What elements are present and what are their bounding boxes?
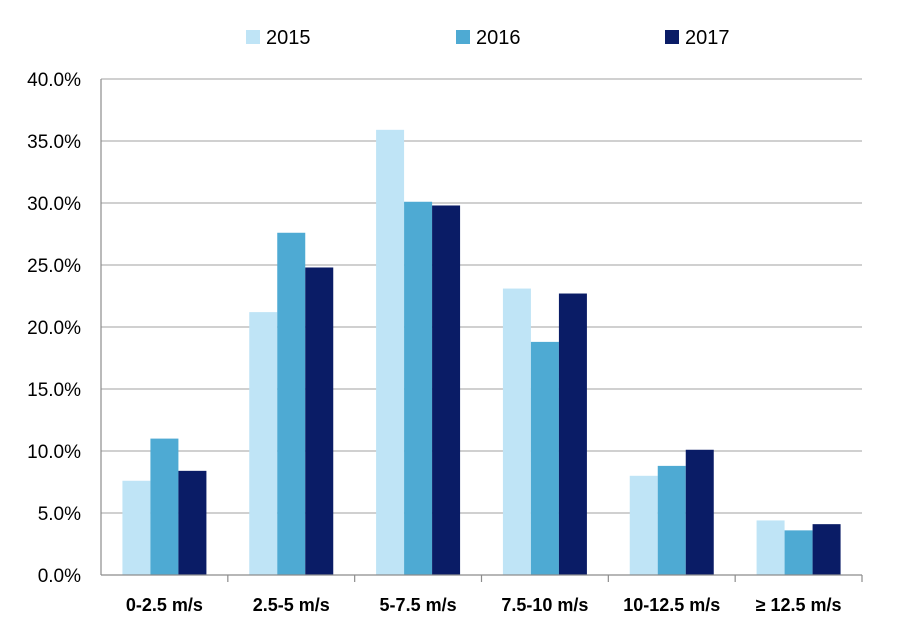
bar-2016 [404,201,433,575]
bar-2017 [558,293,587,575]
y-tick-label: 30.0% [27,194,81,215]
x-tick-label: 5-7.5 m/s [380,595,457,615]
bar-2016 [657,465,686,575]
bar-2017 [685,449,714,575]
gridlines [101,78,862,514]
bar-2015 [756,520,785,575]
y-tick-label: 25.0% [27,256,81,277]
x-tick-label: 2.5-5 m/s [253,595,330,615]
y-tick-label: 40.0% [27,70,81,91]
bar-2015 [376,129,405,575]
bar-2015 [122,480,151,575]
bar-2017 [305,267,334,575]
bar-2016 [277,232,306,575]
bar-2015 [629,475,658,575]
legend: 2015 2016 2017 [246,27,730,49]
axes [100,79,863,582]
legend-label: 2017 [685,27,730,49]
y-tick-label: 0.0% [38,566,81,587]
bar-2015 [502,288,531,575]
y-tick-label: 15.0% [27,380,81,401]
x-tick-label: 7.5-10 m/s [501,595,588,615]
legend-label: 2015 [266,27,311,49]
bar-2016 [530,341,559,575]
x-tick-labels: 0-2.5 m/s 2.5-5 m/s 5-7.5 m/s 7.5-10 m/s 10-… [126,595,842,615]
bar-2015 [249,312,278,575]
bar-2017 [178,470,207,575]
y-tick-label: 5.0% [38,504,81,525]
bar-2016 [784,530,813,575]
legend-swatch-2015 [246,30,260,44]
x-tick-label: 0-2.5 m/s [126,595,203,615]
y-tick-label: 10.0% [27,442,81,463]
y-tick-labels: 0.0% 5.0% 10.0% 15.0% 20.0% 25.0% 30.0% 35.0% 40… [27,70,81,587]
bar-2017 [812,524,841,575]
x-tick-label: ≥ 12.5 m/s [756,595,842,615]
bar-2017 [432,205,461,576]
legend-swatch-2017 [665,30,679,44]
legend-swatch-2016 [456,30,470,44]
bar-2016 [150,438,179,575]
x-tick-label: 10-12.5 m/s [623,595,720,615]
legend-label: 2016 [476,27,521,49]
y-tick-label: 35.0% [27,132,81,153]
bars [122,129,841,576]
y-tick-label: 20.0% [27,318,81,339]
